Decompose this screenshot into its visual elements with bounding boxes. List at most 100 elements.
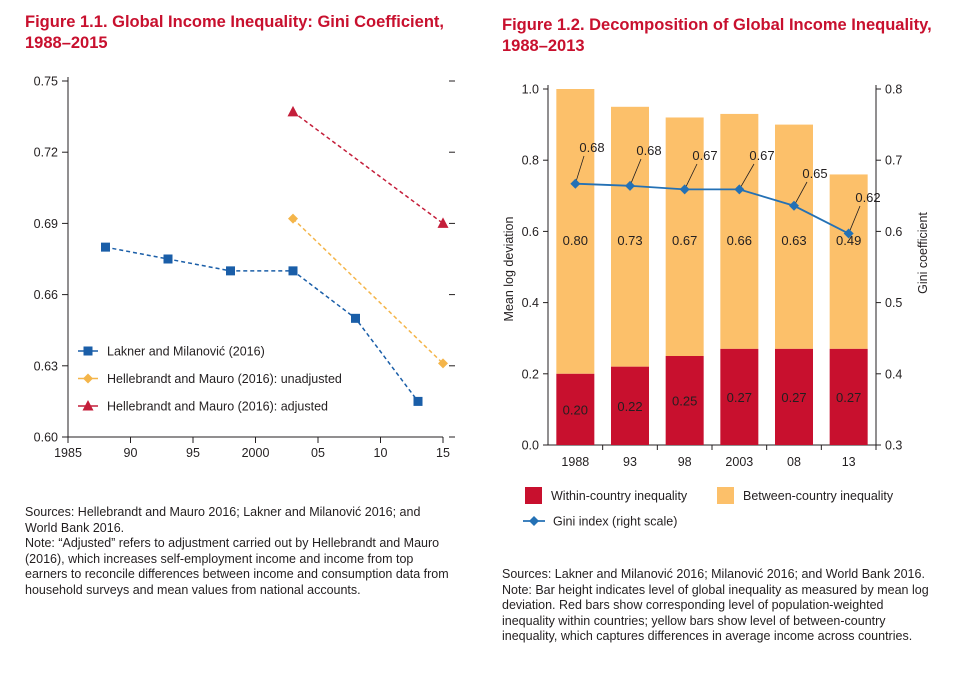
y-tick-label: 1.0 (522, 83, 539, 97)
within-country-bar (720, 348, 759, 445)
gini-leader-line (738, 163, 755, 190)
y-tick-label: 0.75 (34, 75, 58, 89)
gini-data-label: 0.62 (855, 190, 880, 205)
x-tick-label: 90 (124, 446, 138, 460)
legend-marker (83, 373, 93, 384)
data-point (226, 266, 235, 276)
y-tick-label: 0.63 (34, 359, 58, 373)
legend-label: Gini index (right scale) (553, 515, 677, 529)
within-country-bar (775, 348, 813, 445)
gini-data-label: 0.68 (579, 140, 604, 155)
within-country-bar (829, 348, 868, 445)
between-data-label: 0.73 (617, 233, 642, 248)
y-tick-label: 0.0 (522, 439, 539, 453)
gini-point (679, 184, 690, 195)
gini-point (570, 178, 581, 189)
data-point (288, 266, 298, 276)
x-tick-label: 1988 (561, 455, 589, 469)
figure-1-note: Note: “Adjusted” refers to adjustment ca… (25, 536, 449, 597)
gini-leader-line (629, 158, 642, 186)
y-tick-label: 0.4 (522, 296, 539, 310)
within-data-label: 0.20 (563, 402, 588, 417)
within-data-label: 0.27 (727, 390, 752, 405)
legend-swatch-between (717, 487, 734, 504)
x-tick-label: 1985 (54, 446, 82, 460)
x-tick-label: 95 (186, 446, 200, 460)
between-country-bar (720, 113, 759, 349)
gini-leader-line (574, 155, 585, 184)
y-tick-label: 0.69 (34, 217, 58, 231)
legend-label: Between-country inequality (743, 489, 894, 503)
gini-leader-line (684, 163, 698, 190)
gini-line (575, 182, 850, 235)
between-country-bar (775, 124, 813, 349)
gini-leader-line (793, 181, 808, 206)
within-data-label: 0.27 (836, 390, 861, 405)
gini-leader-line (848, 205, 861, 234)
between-data-label: 0.63 (781, 233, 806, 248)
figure-1-notes: Sources: Hellebrandt and Mauro 2016; Lak… (25, 505, 455, 598)
figure-1-sources: Sources: Hellebrandt and Mauro 2016; Lak… (25, 505, 421, 535)
y2-axis-label: Gini coefficient (916, 212, 930, 294)
x-tick-label: 2000 (242, 446, 270, 460)
data-point (351, 313, 360, 323)
y2-tick-label: 0.6 (885, 225, 902, 239)
legend-label: Within-country inequality (551, 489, 688, 503)
x-tick-label: 93 (623, 455, 637, 469)
legend-marker (82, 400, 94, 411)
figure-2-note: Note: Bar height indicates level of glob… (502, 582, 929, 644)
data-point (438, 358, 448, 369)
x-tick-label: 08 (787, 455, 801, 469)
within-country-bar (611, 366, 649, 445)
y-axis-label: Mean log deviation (502, 216, 516, 321)
y-tick-label: 0.66 (34, 288, 58, 302)
y2-tick-label: 0.4 (885, 367, 902, 381)
x-tick-label: 10 (374, 446, 388, 460)
y-tick-label: 0.6 (522, 225, 539, 239)
within-country-bar (556, 373, 595, 445)
x-tick-label: 13 (842, 455, 856, 469)
gini-data-label: 0.68 (636, 143, 661, 158)
y2-tick-label: 0.5 (885, 296, 902, 310)
x-tick-label: 05 (311, 446, 325, 460)
between-data-label: 0.66 (727, 233, 752, 248)
legend-label: Hellebrandt and Mauro (2016): adjusted (107, 400, 328, 414)
between-data-label: 0.67 (672, 233, 697, 248)
x-tick-label: 98 (678, 455, 692, 469)
gini-data-label: 0.67 (692, 148, 717, 163)
y-tick-label: 0.8 (522, 154, 539, 168)
y-tick-label: 0.72 (34, 146, 58, 160)
figure-1-title: Figure 1.1. Global Income Inequality: Gi… (25, 13, 444, 52)
y-tick-label: 0.2 (522, 367, 539, 381)
gini-point (625, 180, 635, 191)
between-country-bar (556, 89, 595, 374)
data-point (288, 213, 298, 224)
series-line (292, 111, 444, 225)
between-data-label: 0.80 (563, 233, 588, 248)
between-country-bar (665, 117, 704, 356)
between-country-bar (611, 106, 649, 367)
data-point (413, 396, 423, 406)
between-data-label: 0.49 (836, 233, 861, 248)
between-country-bar (829, 174, 868, 349)
y2-tick-label: 0.3 (885, 439, 902, 453)
legend-label: Hellebrandt and Mauro (2016): unadjusted (107, 372, 342, 386)
data-point (437, 217, 449, 228)
y2-tick-label: 0.7 (885, 154, 902, 168)
legend-marker-gini (529, 516, 539, 526)
legend-swatch-within (525, 487, 542, 504)
data-point (163, 254, 173, 264)
figure-2-notes: Sources: Lakner and Milanović 2016; Mila… (502, 567, 932, 645)
figure-2-title: Figure 1.2. Decomposition of Global Inco… (502, 16, 932, 55)
within-data-label: 0.22 (617, 399, 642, 414)
within-country-bar (665, 356, 704, 445)
x-tick-label: 2003 (725, 455, 753, 469)
gini-point (789, 200, 799, 211)
legend-marker (83, 346, 93, 356)
x-tick-label: 15 (436, 446, 450, 460)
gini-point (843, 228, 854, 239)
y2-tick-label: 0.8 (885, 83, 902, 97)
data-point (287, 105, 299, 117)
